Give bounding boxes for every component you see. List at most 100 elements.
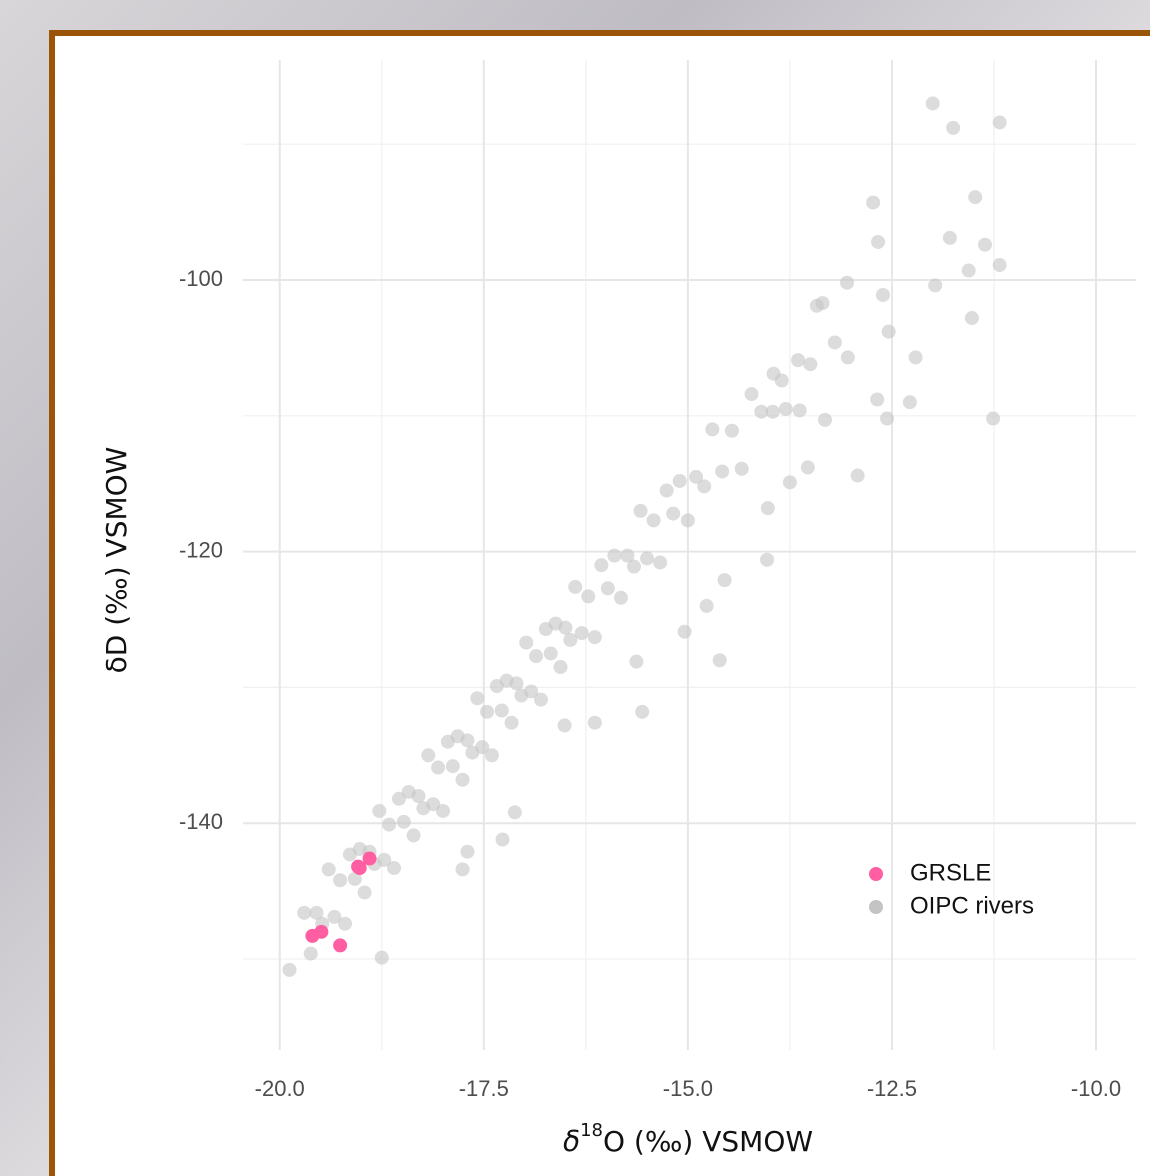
frame: [52, 33, 1150, 1176]
point: [767, 367, 781, 381]
point: [588, 716, 602, 730]
point: [880, 412, 894, 426]
point: [666, 507, 680, 521]
point: [594, 558, 608, 572]
point: [851, 469, 865, 483]
point: [909, 350, 923, 364]
point: [446, 759, 460, 773]
x-tick-label: -10.0: [1071, 1076, 1121, 1101]
legend-label: OIPC rivers: [910, 892, 1034, 919]
point: [627, 560, 641, 574]
point: [871, 235, 885, 249]
point: [993, 115, 1007, 129]
point: [372, 804, 386, 818]
point: [456, 862, 470, 876]
point: [968, 190, 982, 204]
x-label-rest: O (‰) VSMOW: [603, 1125, 813, 1158]
legend-label: GRSLE: [910, 859, 991, 886]
point: [725, 424, 739, 438]
point: [718, 573, 732, 587]
point: [480, 705, 494, 719]
point: [660, 483, 674, 497]
point: [558, 718, 572, 732]
point: [544, 646, 558, 660]
point: [387, 861, 401, 875]
point: [647, 513, 661, 527]
point: [382, 818, 396, 832]
point: [791, 353, 805, 367]
point: [828, 335, 842, 349]
point: [375, 951, 389, 965]
point: [436, 804, 450, 818]
point: [715, 464, 729, 478]
point: [673, 474, 687, 488]
x-label-delta: δ: [563, 1125, 580, 1158]
point: [431, 761, 445, 775]
point: [407, 828, 421, 842]
point: [397, 815, 411, 829]
point: [529, 649, 543, 663]
point: [496, 833, 510, 847]
point: [635, 705, 649, 719]
point: [333, 873, 347, 887]
point: [803, 357, 817, 371]
y-tick-label: -140: [179, 809, 223, 834]
page: -20.0-17.5-15.0-12.5-10.0-100-120-140 δ1…: [0, 0, 1150, 1176]
point: [946, 121, 960, 135]
point: [333, 938, 347, 952]
point: [745, 387, 759, 401]
x-tick-label: -15.0: [663, 1076, 713, 1101]
point: [363, 852, 377, 866]
point: [876, 288, 890, 302]
point: [882, 325, 896, 339]
point: [928, 278, 942, 292]
point: [818, 413, 832, 427]
y-axis-label: δD (‰) VSMOW: [100, 447, 133, 674]
point: [601, 581, 615, 595]
legend-key: [869, 900, 883, 914]
point: [554, 660, 568, 674]
point: [705, 422, 719, 436]
point: [870, 393, 884, 407]
point: [558, 621, 572, 635]
point: [793, 403, 807, 417]
point: [697, 479, 711, 493]
legend-key: [869, 867, 883, 881]
point: [783, 475, 797, 489]
point: [519, 636, 533, 650]
point: [460, 733, 474, 747]
point: [801, 460, 815, 474]
point: [351, 860, 365, 874]
point: [760, 553, 774, 567]
point: [779, 402, 793, 416]
x-tick-label: -12.5: [867, 1076, 917, 1101]
point: [978, 238, 992, 252]
point: [588, 630, 602, 644]
point: [761, 501, 775, 515]
point: [640, 551, 654, 565]
point: [460, 845, 474, 859]
point: [283, 963, 297, 977]
point: [314, 925, 328, 939]
point: [903, 395, 917, 409]
point: [754, 405, 768, 419]
point: [508, 805, 522, 819]
point: [505, 716, 519, 730]
point: [634, 504, 648, 518]
point: [681, 513, 695, 527]
point: [495, 703, 509, 717]
x-tick-label: -20.0: [255, 1076, 305, 1101]
point: [534, 693, 548, 707]
point: [816, 296, 830, 310]
point: [713, 653, 727, 667]
point: [411, 789, 425, 803]
x-tick-label: -17.5: [459, 1076, 509, 1101]
point: [607, 549, 621, 563]
point: [943, 231, 957, 245]
point: [926, 96, 940, 110]
point: [304, 947, 318, 961]
point: [629, 655, 643, 669]
point: [866, 196, 880, 210]
point: [993, 258, 1007, 272]
point: [962, 263, 976, 277]
